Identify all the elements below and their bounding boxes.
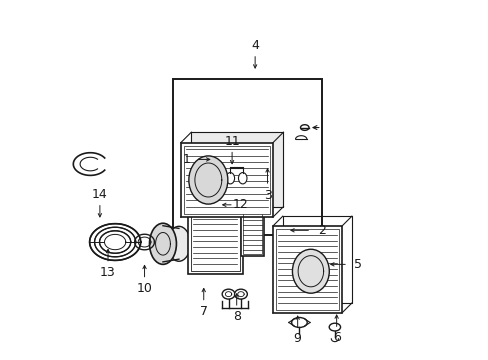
Ellipse shape xyxy=(291,318,306,328)
Text: 9: 9 xyxy=(293,332,301,345)
Text: 11: 11 xyxy=(224,135,240,148)
Bar xyxy=(272,226,341,313)
Bar xyxy=(187,205,242,274)
Bar xyxy=(181,143,272,217)
Text: 8: 8 xyxy=(232,310,240,323)
Bar xyxy=(241,198,264,256)
Text: 13: 13 xyxy=(100,266,116,279)
Text: 10: 10 xyxy=(136,282,152,294)
Ellipse shape xyxy=(328,323,340,331)
Ellipse shape xyxy=(234,289,247,299)
Bar xyxy=(190,208,240,271)
Ellipse shape xyxy=(225,172,234,184)
Bar xyxy=(226,150,236,199)
Bar xyxy=(173,79,321,235)
Text: 14: 14 xyxy=(92,188,107,201)
Ellipse shape xyxy=(167,226,190,261)
Bar xyxy=(183,145,269,215)
Ellipse shape xyxy=(238,172,246,184)
Text: 12: 12 xyxy=(233,198,248,211)
Ellipse shape xyxy=(149,223,176,264)
Text: 4: 4 xyxy=(251,39,259,52)
Bar xyxy=(275,229,339,310)
Ellipse shape xyxy=(292,249,328,293)
Ellipse shape xyxy=(300,125,308,130)
Ellipse shape xyxy=(222,289,234,299)
Text: 6: 6 xyxy=(332,331,340,344)
Text: 7: 7 xyxy=(199,305,207,318)
Polygon shape xyxy=(191,132,283,207)
Text: 2: 2 xyxy=(318,224,326,237)
Text: 5: 5 xyxy=(353,258,361,271)
Bar xyxy=(243,200,261,254)
Ellipse shape xyxy=(188,156,227,204)
Text: 1: 1 xyxy=(183,153,191,166)
Text: 3: 3 xyxy=(263,189,271,202)
